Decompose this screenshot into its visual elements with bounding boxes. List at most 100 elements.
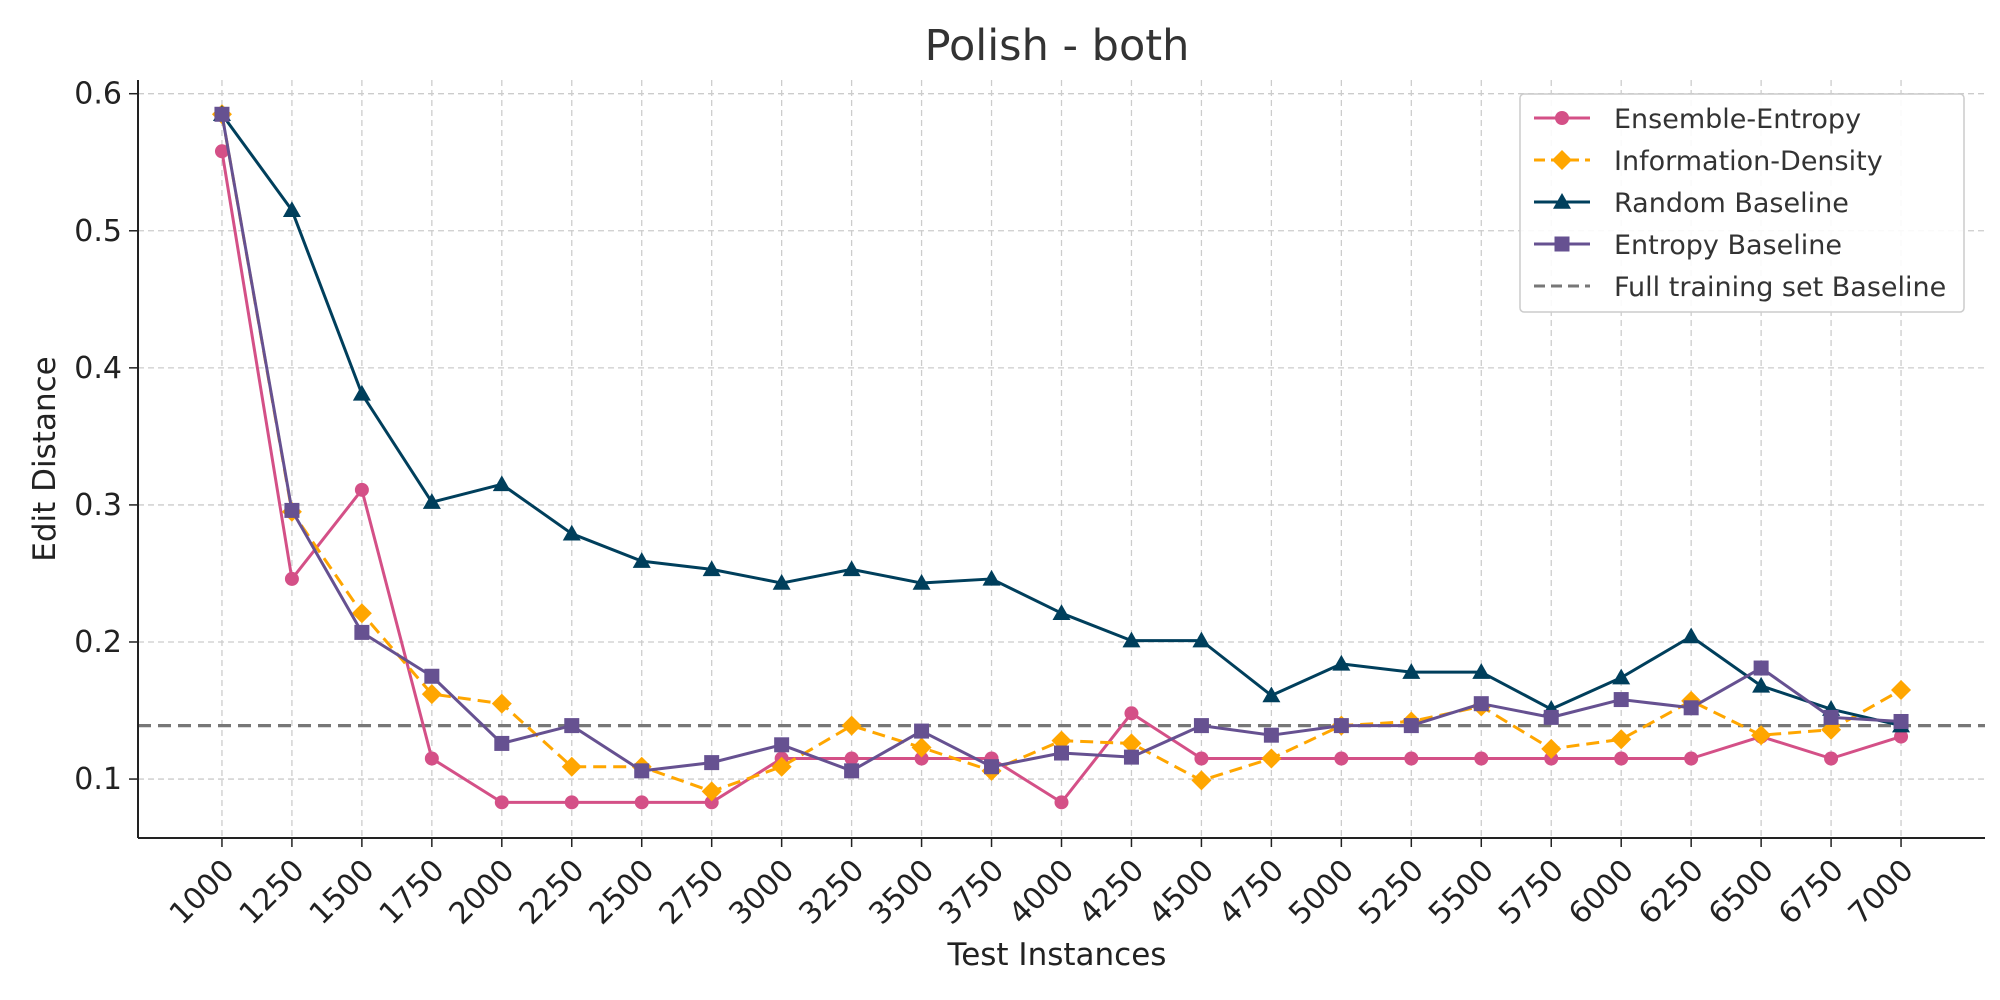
information-density-point [561,756,582,777]
information-density-point [1191,770,1212,791]
ensemble-entropy-point [844,751,859,766]
legend-item-information-density: Information-Density [1534,146,1883,177]
legend-item-full-training-set-baseline: Full training set Baseline [1534,272,1946,303]
x-tick-label: 7000 [1842,853,1921,932]
random-baseline-point [702,560,721,577]
legend-label: Entropy Baseline [1614,230,1842,261]
y-tick-label: 0.4 [74,351,122,386]
random-baseline-point [1122,631,1141,648]
legend: Ensemble-Entropy Information-Density Rando… [1519,93,1965,313]
entropy-baseline-point [494,735,510,751]
axes [129,80,1985,847]
random-baseline-point [1332,654,1351,671]
information-density-point [1261,748,1282,769]
x-tick-label: 6500 [1702,853,1781,932]
entropy-baseline-point [1333,718,1349,734]
x-tick-label: 5750 [1492,853,1571,932]
y-tick-label: 0.1 [74,762,122,797]
random-baseline-point [1192,631,1211,648]
random-baseline-point [1402,663,1421,679]
x-tick-label: 1250 [233,853,312,932]
random-baseline-point [912,574,931,590]
x-tick-label: 6750 [1772,853,1851,932]
random-baseline-point [492,475,511,492]
x-tick-label: 1500 [303,853,382,932]
x-tick-label: 4250 [1072,853,1151,932]
ensemble-entropy-point [494,795,509,810]
legend-marker [1552,150,1572,170]
ensemble-entropy-point [1334,751,1349,766]
y-tick-label: 0.5 [74,214,122,249]
x-tick-label: 2250 [513,853,592,932]
information-density-point [1541,738,1562,759]
y-tick-label: 0.6 [74,77,122,112]
legend-box [1519,93,1965,313]
random-baseline-point [1682,627,1701,644]
entropy-baseline-point [1263,727,1279,743]
ensemble-entropy-point [1124,706,1139,721]
legend-label: Information-Density [1614,146,1883,177]
information-density-point [491,693,512,714]
entropy-baseline-point [354,624,370,640]
ensemble-entropy-point [1404,751,1419,766]
legend-marker [1553,193,1571,209]
x-tick-label: 3250 [793,853,872,932]
entropy-baseline-point [1613,692,1629,708]
legend-marker [1555,111,1569,125]
information-density-point [771,756,792,777]
ensemble-entropy-point [564,795,579,810]
entropy-baseline-point [634,763,650,779]
x-tick-label: 6250 [1632,853,1711,932]
entropy-baseline-point [1403,718,1419,734]
entropy-baseline-point [844,763,860,779]
entropy-baseline-point [1893,713,1909,729]
legend-label: Full training set Baseline [1614,272,1946,303]
x-tick-label: 4000 [1002,853,1081,932]
legend-item-ensemble-entropy: Ensemble-Entropy [1534,104,1861,135]
y-tick-label: 0.2 [74,625,122,660]
ensemble-entropy-point [1824,751,1839,766]
random-baseline-point [842,560,861,577]
x-tick-label: 2500 [583,853,662,932]
random-baseline-point [772,574,791,590]
x-tick-label: 6000 [1562,853,1641,932]
random-baseline-series [212,105,1911,733]
y-tick-label: 0.3 [74,488,122,523]
ensemble-entropy-point [634,795,649,810]
x-tick-label: 5000 [1282,853,1361,932]
ensemble-entropy-point [704,795,719,810]
entropy-baseline-point [774,737,790,753]
entropy-baseline-point [284,502,300,518]
y-axis-title: Edit Distance [27,356,63,561]
ensemble-entropy-point [424,751,439,766]
x-tick-label: 3750 [932,853,1011,932]
ensemble-entropy-point [1474,751,1489,766]
entropy-baseline-point [1193,718,1209,734]
ensemble-entropy-point [354,482,369,497]
entropy-baseline-point [1123,749,1139,765]
x-tick-label: 4750 [1212,853,1291,932]
random-baseline-point [352,384,371,401]
information-density-point [841,715,862,736]
x-tick-label: 5500 [1422,853,1501,932]
information-density-point [701,781,722,802]
entropy-baseline-point [704,755,720,771]
information-density-point [1891,679,1912,700]
legend-item-random-baseline: Random Baseline [1534,188,1849,219]
entropy-baseline-point [1823,709,1839,725]
ensemble-entropy-point [284,571,299,586]
random-baseline-point [1612,668,1631,685]
entropy-baseline-point [214,106,230,122]
x-axis-title: Test Instances [947,937,1167,973]
random-baseline-point [282,201,301,217]
random-baseline-point [632,552,651,568]
x-tick-label: 3500 [862,853,941,932]
legend-marker [1554,236,1570,252]
legend-label: Ensemble-Entropy [1614,104,1861,135]
entropy-baseline-point [1473,696,1489,712]
random-baseline-point [1472,663,1491,679]
random-baseline-point [1262,686,1281,703]
entropy-baseline-point [984,759,1000,775]
x-tick-label: 1000 [163,853,242,932]
